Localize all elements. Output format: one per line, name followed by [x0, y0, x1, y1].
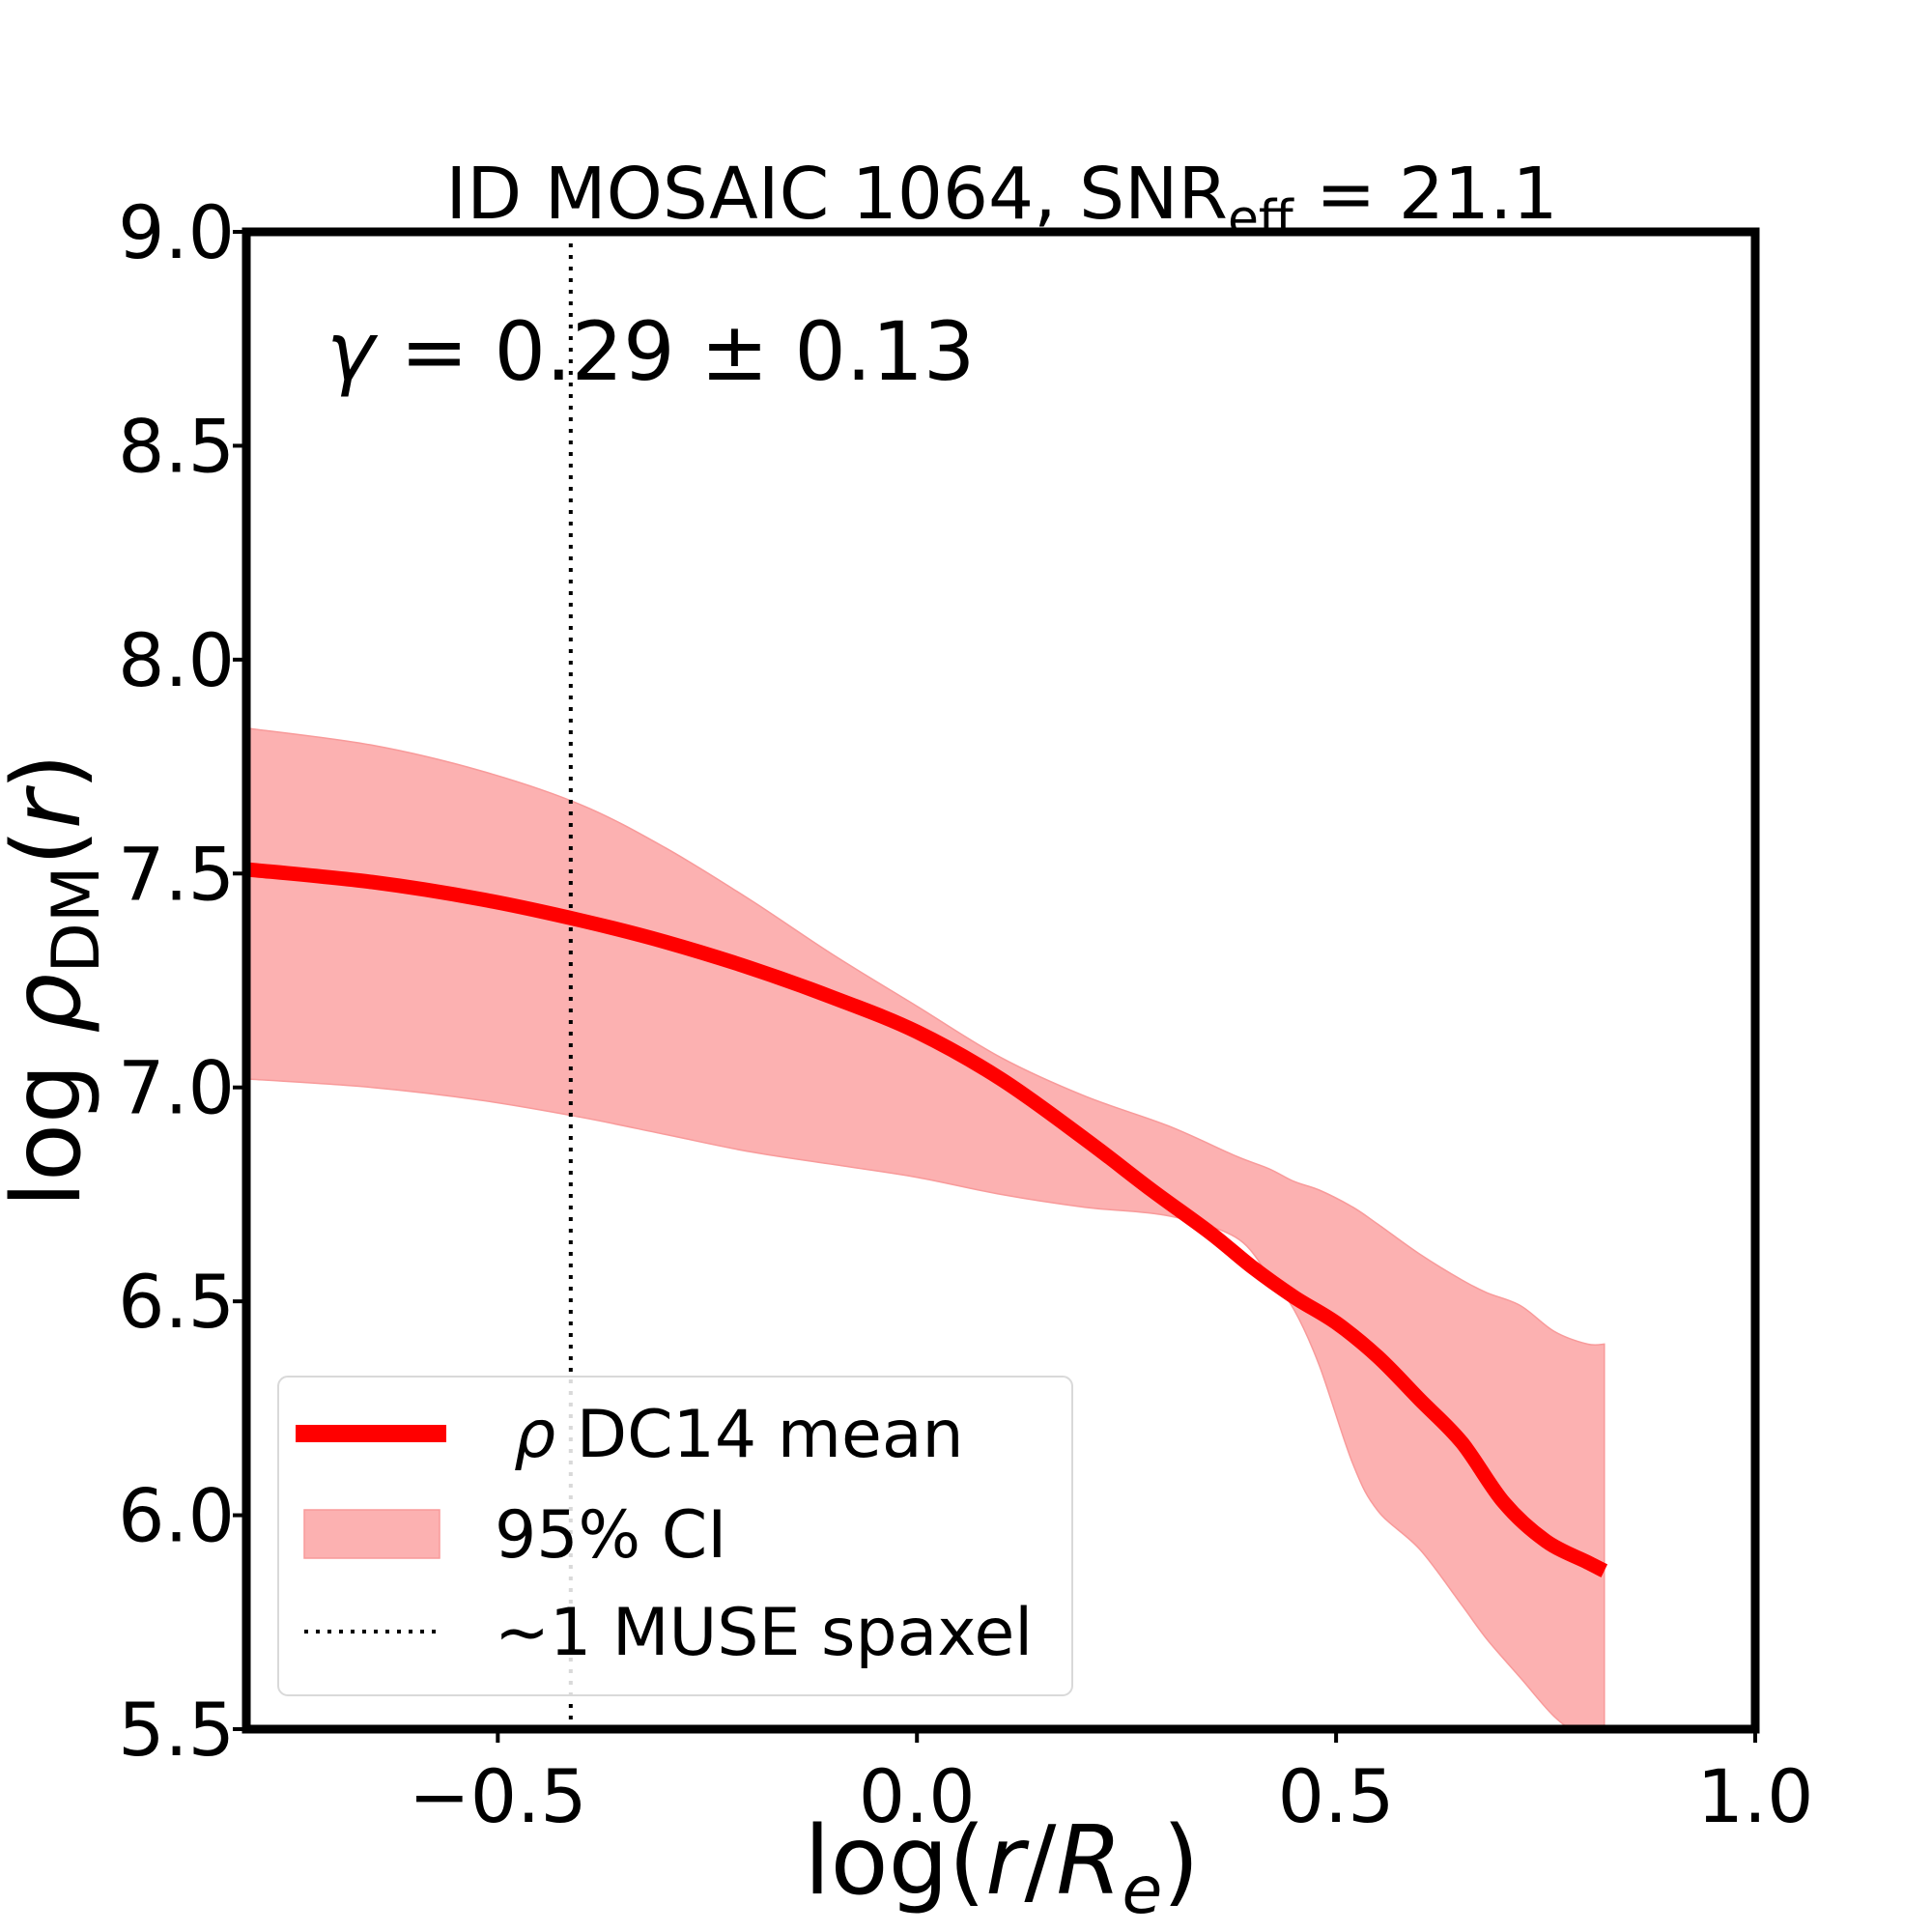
- y-ticks: 5.5 6.0 6.5 7.0 7.5 8.0 8.5 9.0: [118, 189, 246, 1773]
- legend-label-muse: ~1 MUSE spaxel: [495, 1595, 1033, 1671]
- chart-title: ID MOSAIC 1064, SNReff = 21.1: [445, 153, 1557, 248]
- y-tick-label: 5.5: [118, 1687, 235, 1773]
- y-tick-label: 6.0: [118, 1473, 235, 1559]
- legend-label-mean: ρ DC14 mean: [514, 1397, 964, 1473]
- y-tick-label: 7.0: [118, 1045, 235, 1131]
- plot-frame: [242, 227, 1760, 1734]
- legend-swatch-ci: [303, 1509, 440, 1559]
- gamma-annotation: γ = 0.29 ± 0.13: [327, 304, 975, 399]
- y-tick-label: 9.0: [118, 189, 235, 275]
- y-tick-label: 7.5: [118, 831, 235, 917]
- x-tick-label: 0.5: [1278, 1753, 1395, 1839]
- x-tick-label: 1.0: [1697, 1753, 1814, 1839]
- mean-line: [246, 862, 1608, 1577]
- x-axis-label: log(r/Re): [804, 1806, 1199, 1929]
- x-tick-label: 0.0: [859, 1753, 976, 1839]
- legend-label-ci: 95% CI: [495, 1497, 726, 1574]
- y-tick-label: 8.0: [118, 617, 235, 703]
- ci-band: [246, 726, 1605, 1729]
- x-tick-label: −0.5: [409, 1753, 587, 1839]
- legend-box: [277, 1376, 1073, 1696]
- y-axis-label: log ρDM(r): [0, 753, 115, 1208]
- legend: ρ DC14 mean 95% CI ~1 MUSE spaxel: [277, 1376, 1073, 1696]
- y-tick-label: 8.5: [118, 403, 235, 489]
- y-tick-label: 6.5: [118, 1259, 235, 1345]
- x-ticks: −0.5 0.0 0.5 1.0: [409, 1729, 1813, 1839]
